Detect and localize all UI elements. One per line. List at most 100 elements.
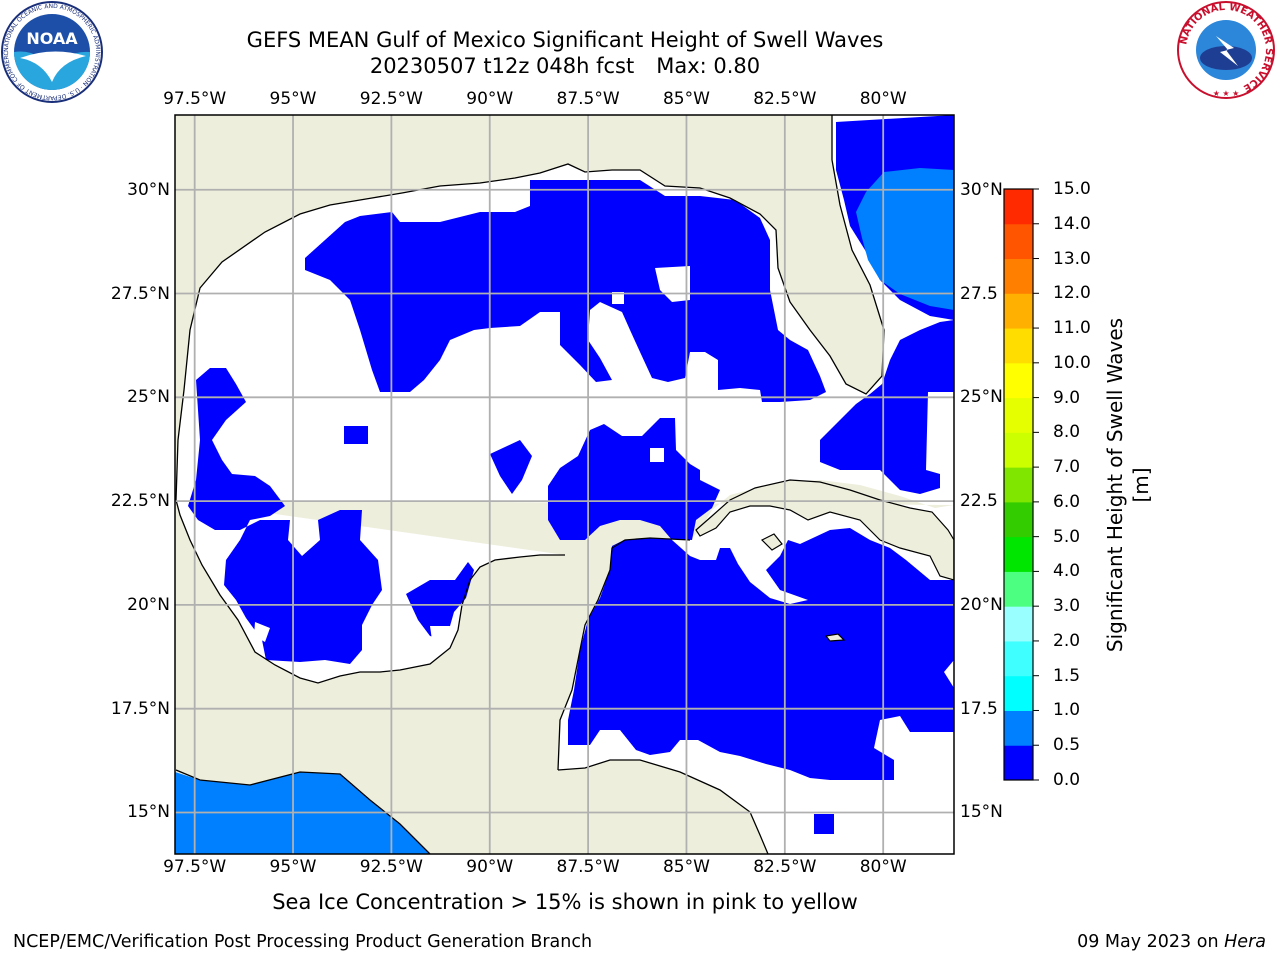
- lat-label-left: 30°N: [127, 179, 170, 200]
- gap-5: [254, 622, 270, 642]
- gap-6: [430, 626, 450, 642]
- colorbar-segment: [1004, 223, 1033, 260]
- lon-label-top: 92.5°W: [359, 89, 423, 109]
- lon-label-bottom: 82.5°W: [753, 857, 817, 877]
- lon-label-bottom: 85°W: [662, 857, 710, 877]
- chart-title: GEFS MEAN Gulf of Mexico Significant Hei…: [246, 28, 884, 52]
- colorbar-segment: [1004, 467, 1033, 503]
- swell-cell-1: [814, 814, 834, 834]
- credit-branch: NCEP/EMC/Verification Post Processing Pr…: [13, 932, 593, 952]
- map-frame: [174, 114, 955, 855]
- nws-logo: NATIONAL WEATHER SERVICE ★ ★ ★: [1177, 1, 1275, 99]
- sea-ice-footnote: Sea Ice Concentration > 15% is shown in …: [272, 890, 858, 914]
- lon-label-bottom: 92.5°W: [359, 857, 423, 877]
- noaa-logo: NATIONAL OCEANIC AND ATMOSPHERIC ADMINIS…: [0, 0, 103, 103]
- colorbar-segment: [1004, 710, 1033, 746]
- colorbar-tick-label: 6.0: [1053, 491, 1081, 512]
- lat-label-right: 17.5: [960, 698, 998, 719]
- swell-cell-2: [344, 426, 368, 444]
- lon-label-top: 85°W: [662, 89, 710, 109]
- lat-label-right: 30°N: [960, 179, 1003, 200]
- lon-label-bottom: 80°W: [859, 857, 907, 877]
- colorbar-tick-label: 10.0: [1053, 352, 1091, 373]
- lat-label-right: 27.5: [960, 283, 998, 304]
- svg-text:★ ★ ★: ★ ★ ★: [1213, 89, 1240, 98]
- lat-label-left: 17.5°N: [110, 698, 170, 719]
- lon-label-top: 95°W: [269, 89, 317, 109]
- lon-label-top: 82.5°W: [753, 89, 817, 109]
- lon-label-bottom: 95°W: [269, 857, 317, 877]
- coastlines: [695, 479, 954, 642]
- lat-label-left: 15°N: [127, 802, 170, 823]
- colorbar-tick-label: 1.5: [1053, 665, 1081, 686]
- colorbar-tick-label: 3.0: [1053, 596, 1081, 617]
- colorbar-tick-label: 12.0: [1053, 283, 1091, 304]
- colorbar-tick-label: 15.0: [1053, 179, 1091, 199]
- noaa-logo-text: NOAA: [26, 29, 78, 48]
- lon-label-bottom: 97.5°W: [163, 857, 227, 877]
- lat-label-right: 22.5: [960, 491, 998, 512]
- colorbar-segment: [1004, 189, 1033, 225]
- credit-date: 09 May 2023 on Hera: [1077, 932, 1266, 952]
- colorbar: [1003, 188, 1039, 781]
- swell-region-southeast: [548, 418, 954, 780]
- swell-region-west: [188, 368, 382, 664]
- graticule: [175, 115, 954, 854]
- colorbar-tick-label: 9.0: [1053, 387, 1081, 408]
- lon-label-top: 80°W: [859, 89, 907, 109]
- chart-subtitle: 20230507 t12z 048h fcst Max: 0.80: [175, 53, 955, 79]
- colorbar-segment: [1004, 536, 1033, 572]
- colorbar-tick-label: 0.0: [1053, 770, 1081, 790]
- colorbar-segment: [1004, 640, 1033, 677]
- swell-region-north: [305, 180, 826, 402]
- colorbar-tick-label: 5.0: [1053, 526, 1081, 547]
- colorbar-segment: [1004, 501, 1033, 538]
- run-info: 20230507 t12z 048h fcst: [369, 54, 635, 78]
- lon-label-bottom: 87.5°W: [556, 857, 620, 877]
- colorbar-segment: [1004, 293, 1033, 329]
- gap-2: [612, 292, 624, 304]
- swell-region-central: [406, 562, 474, 640]
- colorbar-tick-label: 4.0: [1053, 561, 1081, 582]
- colorbar-frame: [1003, 188, 1034, 781]
- gap-3: [412, 388, 484, 440]
- gulf-coastline: [175, 115, 885, 854]
- gap-4: [650, 448, 664, 462]
- colorbar-tick-label: 8.0: [1053, 422, 1081, 443]
- colorbar-segment: [1004, 328, 1033, 364]
- colorbar-segment: [1004, 745, 1033, 781]
- colorbar-segment: [1004, 258, 1033, 294]
- colorbar-tick-label: 0.5: [1053, 735, 1081, 756]
- lon-label-top: 87.5°W: [556, 89, 620, 109]
- lat-label-right: 25°N: [960, 387, 1003, 408]
- colorbar-tick-label: 13.0: [1053, 248, 1091, 269]
- lon-label-top: 97.5°W: [163, 89, 227, 109]
- lat-label-left: 20°N: [127, 594, 170, 615]
- lat-label-left: 25°N: [127, 387, 170, 408]
- isle-of-youth: [760, 533, 783, 551]
- lon-label-bottom: 90°W: [466, 857, 514, 877]
- colorbar-tick-label: 7.0: [1053, 457, 1081, 478]
- cuba: [695, 479, 954, 581]
- jamaica: [824, 633, 846, 642]
- colorbar-segment: [1004, 362, 1033, 399]
- colorbar-tick-label: 2.0: [1053, 630, 1081, 651]
- lat-label-left: 27.5°N: [110, 283, 170, 304]
- lon-label-top: 90°W: [466, 89, 514, 109]
- swell-region-florida-strait: [820, 320, 954, 494]
- colorbar-segment: [1004, 606, 1033, 642]
- colorbar-segment: [1004, 432, 1033, 468]
- lat-label-right: 20°N: [960, 594, 1003, 615]
- lat-label-left: 22.5°N: [110, 491, 170, 512]
- swell-cell-3: [490, 440, 532, 494]
- colorbar-tick-label: 14.0: [1053, 213, 1091, 234]
- colorbar-tick-label: 11.0: [1053, 318, 1091, 339]
- lat-label-right: 15°N: [960, 802, 1003, 823]
- colorbar-segment: [1004, 675, 1033, 711]
- colorbar-tick-label: 1.0: [1053, 700, 1081, 721]
- colorbar-segment: [1004, 571, 1033, 607]
- credit-date-text: 09 May 2023 on: [1077, 932, 1219, 952]
- colorbar-label: Significant Height of Swell Waves [m]: [1103, 317, 1153, 653]
- swell-region-atlantic-light: [856, 168, 954, 310]
